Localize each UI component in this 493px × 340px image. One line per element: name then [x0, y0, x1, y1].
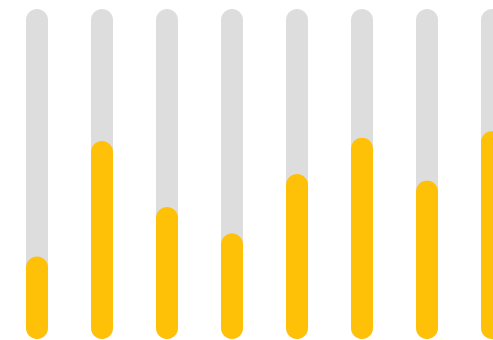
- bar-fill-8: [481, 131, 493, 339]
- bars-group: [26, 9, 493, 339]
- bar-fill-5: [286, 174, 308, 339]
- bar-fill-4: [221, 233, 243, 339]
- bar-fill-1: [26, 256, 48, 339]
- bar-fill-7: [416, 180, 438, 339]
- bar-fill-6: [351, 137, 373, 339]
- bar-fill-2: [91, 141, 113, 339]
- bar-fill-3: [156, 207, 178, 339]
- bar-track-1: [26, 9, 48, 339]
